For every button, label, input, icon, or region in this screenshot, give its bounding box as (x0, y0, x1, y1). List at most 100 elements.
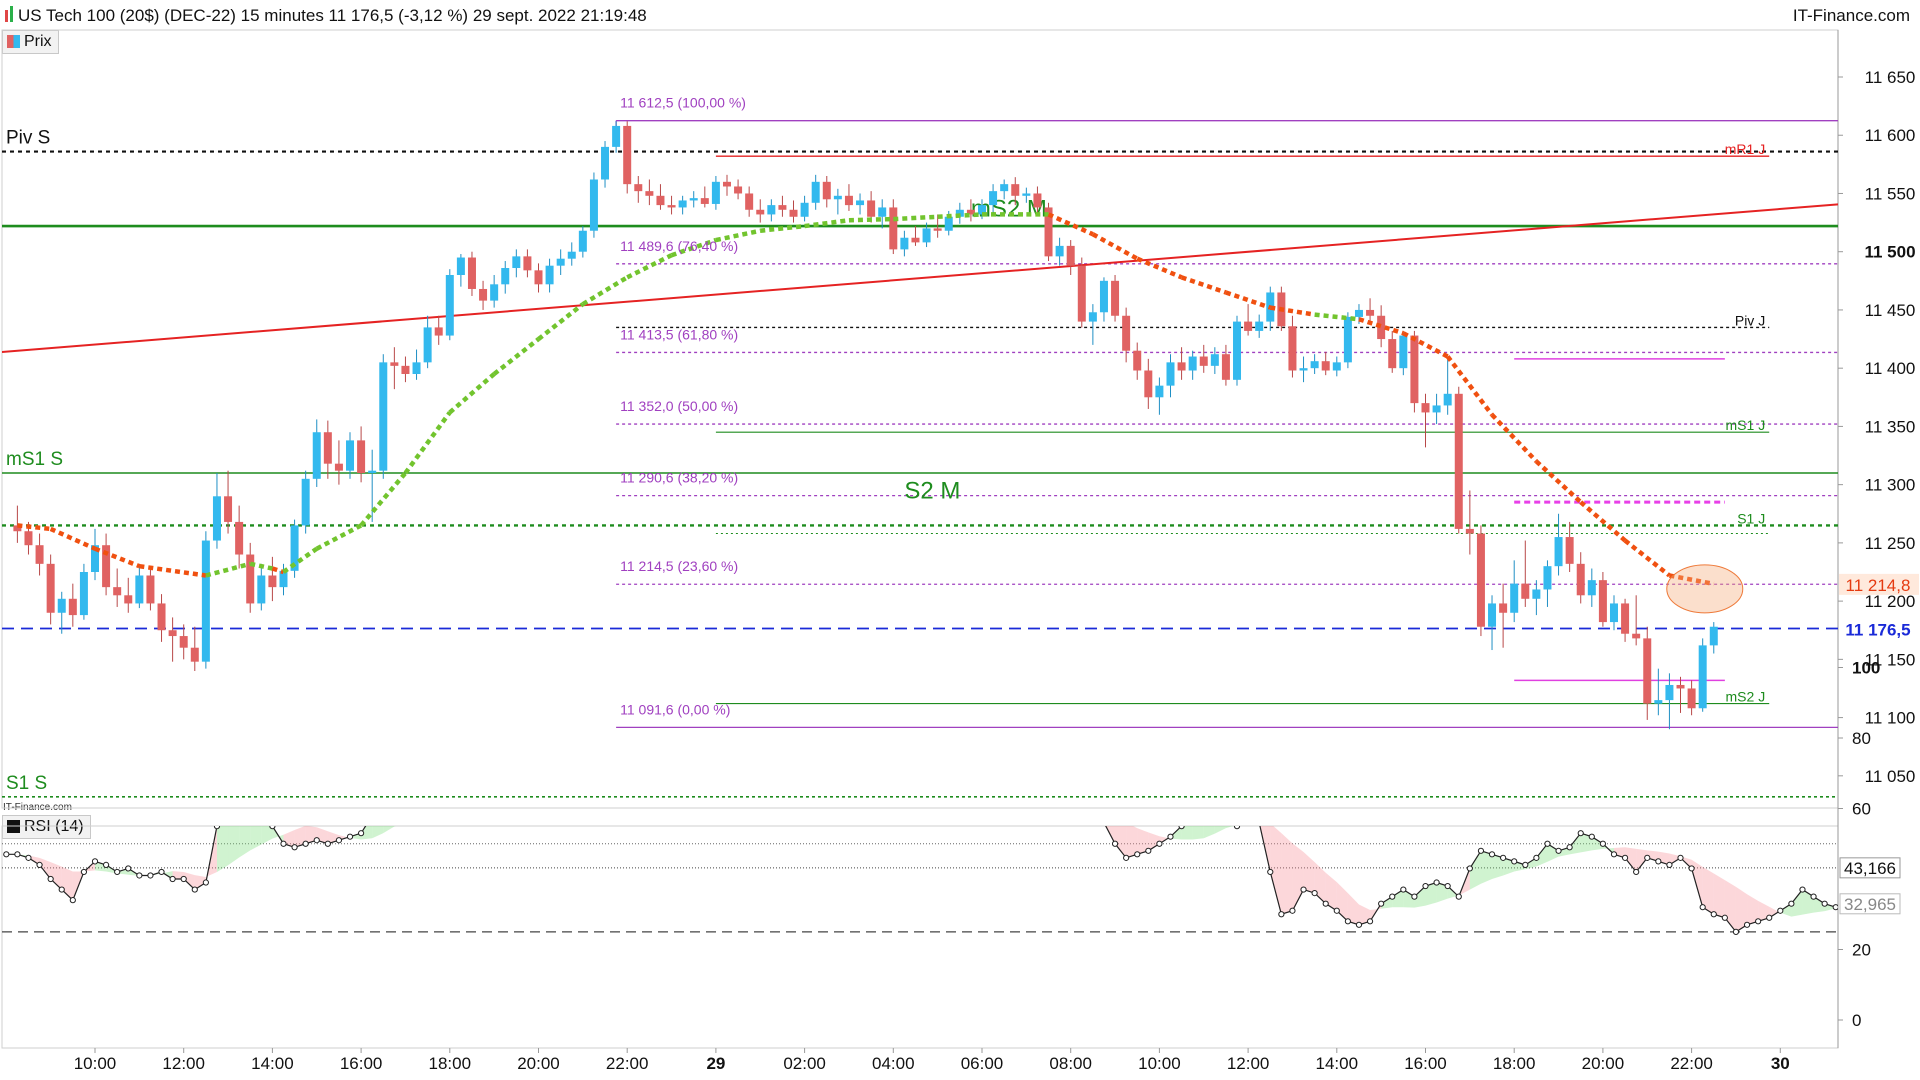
rsi-fill (372, 826, 384, 839)
rsi-point (1378, 900, 1385, 907)
candle-body (135, 575, 144, 604)
rsi-legend-chip[interactable]: RSI (14) (2, 815, 91, 839)
level-label: Piv S (6, 128, 50, 149)
price-legend-chip[interactable]: Prix (2, 30, 59, 54)
candle (711, 175, 720, 210)
rsi-value-label: 43,166 (1844, 859, 1896, 878)
rsi-point (869, 785, 874, 790)
candle-body (1255, 321, 1264, 331)
rsi-point (891, 785, 896, 790)
rsi-fill (95, 861, 107, 872)
candle-body (113, 587, 122, 596)
rsi-signal-badge (1839, 893, 1901, 915)
rsi-fill (394, 826, 396, 827)
rsi-fill (749, 773, 760, 777)
rsi-fill (1902, 909, 1913, 914)
candle-body (1598, 580, 1607, 623)
rsi-fill (1270, 826, 1282, 915)
rsi-fill (1137, 828, 1149, 855)
x-tick-label: 20:00 (1582, 1054, 1625, 1073)
candle-body (1111, 280, 1120, 316)
candle-body (800, 202, 809, 217)
rsi-point (1588, 833, 1595, 840)
candle (1443, 356, 1452, 415)
x-tick-label: 14:00 (251, 1054, 294, 1073)
rsi-point (1267, 868, 1274, 876)
candle (1609, 595, 1618, 631)
candle-body (190, 647, 199, 662)
candle-body (1210, 354, 1219, 366)
candle (1565, 521, 1574, 572)
candle-body (1521, 583, 1530, 599)
level-label: S1 J (1737, 510, 1765, 526)
rsi-point (313, 837, 320, 844)
candle (1022, 187, 1031, 203)
candle-body (634, 184, 643, 192)
rsi-fill (782, 752, 793, 775)
candle (501, 261, 510, 294)
candle (1432, 393, 1441, 425)
candle (490, 274, 499, 308)
candle-body (379, 362, 388, 471)
candle-body (567, 251, 576, 259)
x-tick-label: 18:00 (429, 1054, 472, 1073)
rsi-point (1035, 802, 1040, 807)
candle (301, 470, 310, 534)
rsi-fill (361, 826, 373, 840)
rsi-fill (1004, 796, 1015, 812)
rsi-fill (860, 771, 871, 787)
rsi-point (758, 771, 763, 776)
rsi-point (1533, 854, 1540, 861)
moving-average-segment (17, 523, 51, 532)
rsi-point (614, 774, 619, 779)
candle-body (1587, 580, 1596, 596)
candle-body (1099, 280, 1108, 313)
rsi-fill (982, 791, 993, 808)
candle (645, 179, 654, 206)
candle (13, 505, 22, 543)
candle (800, 195, 809, 222)
candle-body (833, 195, 842, 200)
candle (279, 563, 288, 596)
rsi-fill (893, 779, 904, 787)
candle (634, 175, 643, 203)
candle-body (556, 258, 565, 266)
rsi-fill (1469, 850, 1481, 890)
rsi-fill (1126, 826, 1138, 858)
logo-icon (5, 10, 8, 22)
rsi-fill (250, 826, 262, 851)
candle (1233, 315, 1242, 386)
candle (856, 193, 865, 215)
rsi-point (47, 875, 54, 883)
candle (1244, 304, 1253, 336)
candle (1510, 560, 1519, 623)
candle-body (623, 125, 632, 185)
rsi-point (1257, 820, 1262, 825)
last-price-badge (1839, 618, 1919, 640)
candle (1388, 330, 1397, 373)
rsi-fill (1392, 889, 1404, 908)
level-label: Piv J (1735, 312, 1765, 328)
trendline (2, 203, 1838, 353)
candle (246, 542, 255, 613)
rsi-point (625, 771, 630, 776)
candle-body (146, 575, 155, 604)
rsi-fill (1436, 882, 1448, 903)
rsi-point (1068, 813, 1073, 818)
rsi-fill (1071, 809, 1082, 819)
candle (612, 121, 621, 153)
rsi-fill (938, 784, 949, 788)
candle (667, 195, 676, 215)
moving-average-segment (1623, 538, 1671, 578)
candle-body (678, 200, 687, 208)
rsi-fill (1225, 826, 1238, 829)
candle (479, 280, 488, 310)
candle (822, 175, 831, 208)
rsi-fill (1669, 853, 1681, 865)
title-bar: US Tech 100 (20$) (DEC-22) 15 minutes 11… (0, 0, 1920, 30)
rsi-point (924, 785, 929, 790)
rsi-fill (183, 871, 195, 890)
candle-body (1654, 700, 1663, 704)
candle (1177, 347, 1186, 380)
